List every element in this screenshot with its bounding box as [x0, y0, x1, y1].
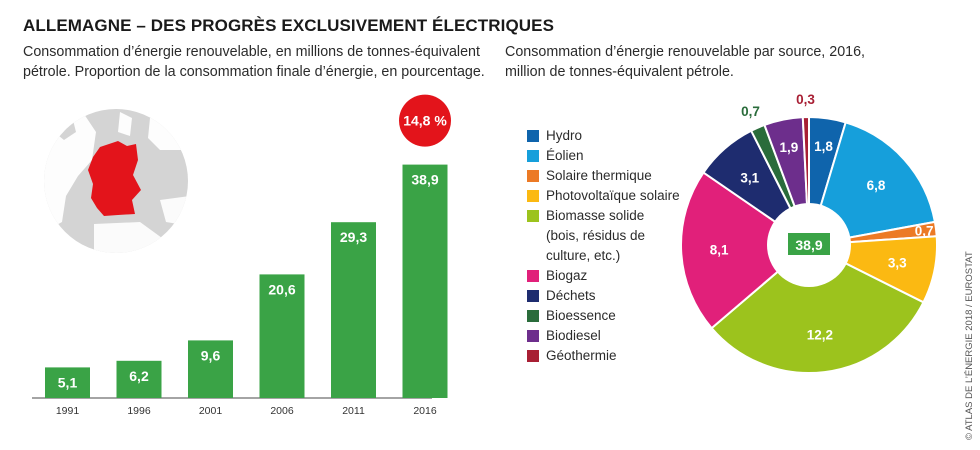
legend-swatch [527, 170, 539, 182]
legend-swatch [527, 190, 539, 202]
legend-label: Solaire thermique [546, 168, 652, 183]
pie-total-label: 38,9 [795, 237, 822, 253]
bar-1996 [116, 360, 162, 398]
pie-slice [710, 243, 925, 374]
germany-map [44, 109, 188, 253]
legend-label: Biomasse solide (bois, résidus de cultur… [546, 208, 646, 263]
pie-total-box [788, 233, 830, 255]
legend-item: Biogaz [527, 266, 716, 286]
bar-value-label: 20,6 [268, 281, 295, 297]
legend-item: Photovoltaïque solaire [527, 186, 716, 206]
legend-item: Éolien [527, 146, 716, 166]
germany-shape [88, 141, 141, 216]
legend-swatch [527, 130, 539, 142]
legend-label: Hydro [546, 128, 583, 143]
legend-swatch [527, 270, 539, 282]
legend-item: Biodiesel [527, 326, 716, 346]
legend-swatch [527, 150, 539, 162]
share-badge-label: 14,8 % [403, 113, 447, 129]
slice-value-label: 8,1 [710, 243, 729, 258]
slice-value-label: 3,1 [740, 170, 759, 185]
legend-label: Biodiesel [546, 328, 601, 343]
legend-item: Bioessence [527, 306, 716, 326]
x-tick-label: 2001 [199, 405, 223, 417]
bar-chart-subtitle: Consommation d’énergie renouvelable, en … [23, 44, 485, 80]
bar-value-label: 6,2 [129, 368, 149, 384]
bar-2011 [331, 222, 376, 398]
legend-item: Déchets [527, 286, 716, 306]
x-tick-label: 2016 [413, 405, 437, 417]
legend-swatch [527, 310, 539, 322]
x-tick-label: 1991 [56, 405, 80, 417]
source-credit: © ATLAS DE L’ÉNERGIE 2018 / EUROSTAT [964, 251, 975, 440]
bar-value-label: 5,1 [58, 374, 78, 390]
bar-1991 [45, 367, 90, 398]
legend-item: Hydro [527, 126, 716, 146]
slice-value-label: 1,8 [814, 139, 833, 154]
bar-chart: 5,1 1991 6,2 1996 9,6 2001 20,6 2006 29,3 2011 38,… [32, 94, 451, 417]
bar-value-label: 9,6 [201, 347, 221, 363]
slice-value-label: 6,8 [867, 178, 886, 193]
legend-swatch [527, 210, 539, 222]
page-title: ALLEMAGNE – DES PROGRÈS EXCLUSIVEMENT ÉL… [23, 16, 555, 35]
pie-slice [807, 121, 937, 247]
bar-value-label: 29,3 [340, 229, 367, 245]
slice-value-label: 0,3 [796, 92, 815, 107]
pie-chart: 1,8 6,8 0,7 3,3 12,2 8,1 3,1 0,7 1,9 0,3 38,9 [680, 92, 938, 374]
pie-chart-subtitle: Consommation d’énergie renouvelable par … [505, 44, 866, 80]
bar-2006 [259, 274, 305, 398]
x-tick-label: 1996 [127, 405, 151, 417]
legend-swatch [527, 290, 539, 302]
legend-label: Bioessence [546, 308, 616, 323]
share-badge [399, 94, 451, 147]
bar-2016 [402, 164, 448, 398]
legend-item: Biomasse solide (bois, résidus de cultur… [527, 206, 716, 266]
slice-value-label: 0,7 [741, 104, 760, 119]
pie-legend: Hydro Éolien Solaire thermique Photovoltaïq… [527, 126, 716, 366]
legend-swatch [527, 330, 539, 342]
slice-value-label: 12,2 [807, 327, 833, 342]
slice-value-label: 0,7 [915, 224, 934, 239]
legend-label: Biogaz [546, 268, 588, 283]
legend-label: Géothermie [546, 348, 617, 363]
legend-item: Géothermie [527, 346, 716, 366]
legend-swatch [527, 350, 539, 362]
legend-item: Solaire thermique [527, 166, 716, 186]
pie-slice [680, 171, 811, 330]
legend-label: Éolien [546, 148, 584, 163]
slice-value-label: 1,9 [780, 140, 799, 155]
bar-value-label: 38,9 [411, 172, 438, 188]
x-tick-label: 2006 [270, 405, 294, 417]
slice-value-label: 3,3 [888, 256, 907, 271]
x-tick-label: 2011 [342, 405, 365, 417]
bar-2001 [188, 340, 233, 398]
legend-label: Photovoltaïque solaire [546, 188, 680, 203]
legend-label: Déchets [546, 288, 596, 303]
